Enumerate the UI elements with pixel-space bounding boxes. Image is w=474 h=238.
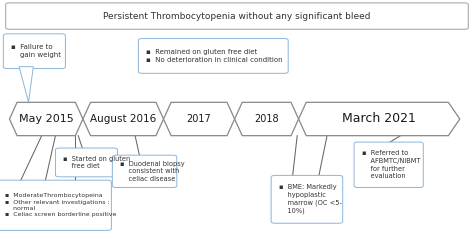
Text: ▪  Remained on gluten free diet
▪  No deterioration in clinical condition: ▪ Remained on gluten free diet ▪ No dete… [146, 49, 283, 63]
Text: ▪  Duodenal biopsy
    consistent with
    celiac disease: ▪ Duodenal biopsy consistent with celiac… [120, 161, 184, 182]
Polygon shape [235, 102, 299, 136]
Text: May 2015: May 2015 [19, 114, 73, 124]
Text: ▪  Started on gluten
    free diet: ▪ Started on gluten free diet [63, 156, 130, 169]
FancyBboxPatch shape [354, 142, 423, 188]
FancyBboxPatch shape [271, 175, 343, 223]
Text: ▪  ModerateThrombocytopeina
▪  Other relevant investigations :
    normal
▪  Cel: ▪ ModerateThrombocytopeina ▪ Other relev… [5, 193, 116, 217]
Polygon shape [83, 102, 164, 136]
FancyBboxPatch shape [138, 39, 288, 73]
FancyBboxPatch shape [3, 34, 65, 69]
Text: 2017: 2017 [187, 114, 211, 124]
Text: 2018: 2018 [255, 114, 279, 124]
Polygon shape [9, 102, 83, 136]
Text: March 2021: March 2021 [342, 113, 416, 125]
Text: Persistent Thrombocytopenia without any significant bleed: Persistent Thrombocytopenia without any … [103, 12, 371, 21]
Text: ▪  Referred to
    AFBMTC/NIBMT
    for further
    evaluation: ▪ Referred to AFBMTC/NIBMT for further e… [362, 150, 420, 179]
Text: August 2016: August 2016 [90, 114, 156, 124]
Text: ▪  Failure to
    gain weight: ▪ Failure to gain weight [11, 44, 61, 58]
FancyBboxPatch shape [6, 3, 468, 29]
FancyBboxPatch shape [55, 148, 118, 177]
Polygon shape [299, 102, 460, 136]
FancyBboxPatch shape [0, 180, 111, 230]
FancyBboxPatch shape [112, 155, 177, 188]
Text: ▪  BME: Markedly
    hypoplastic
    marrow (OC <5-
    10%): ▪ BME: Markedly hypoplastic marrow (OC <… [279, 184, 342, 214]
Polygon shape [19, 67, 33, 102]
Polygon shape [164, 102, 235, 136]
